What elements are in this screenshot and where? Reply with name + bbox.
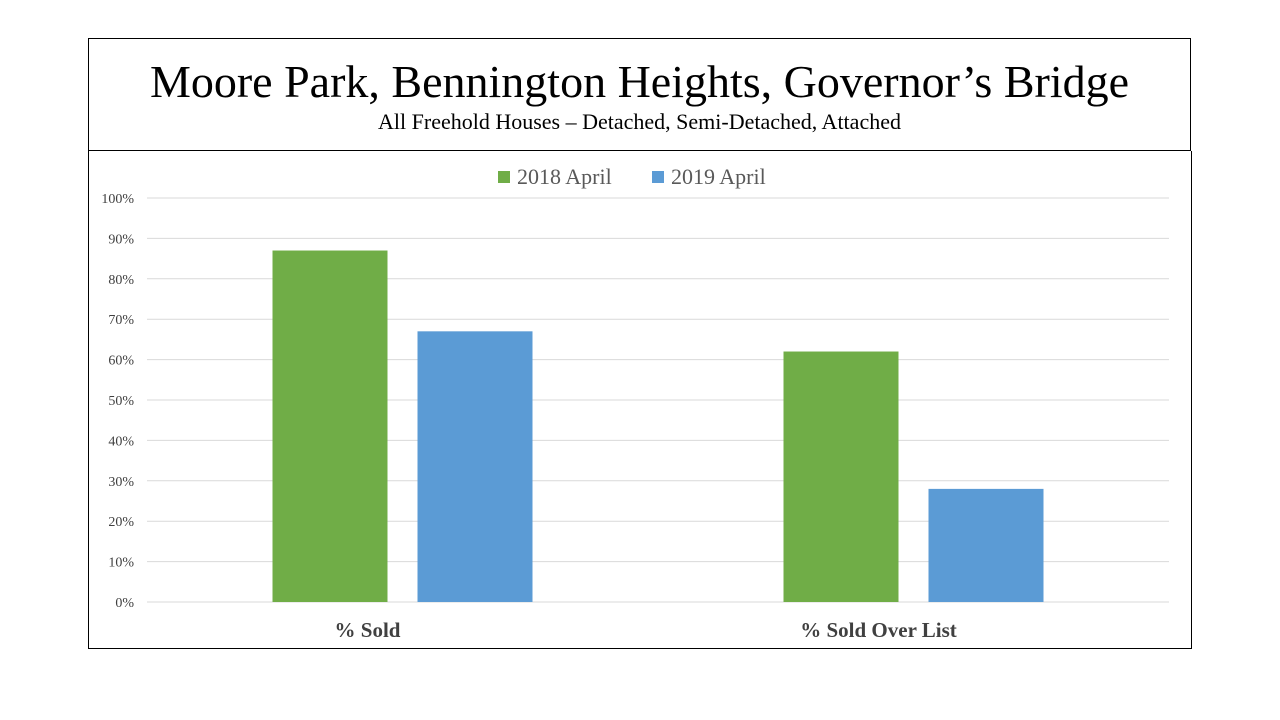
bar-2018-april-1: [272, 250, 388, 602]
legend-label: 2019 April: [671, 164, 766, 189]
title-box: Moore Park, Bennington Heights, Governor…: [88, 38, 1191, 151]
y-tick-label: 40%: [108, 434, 134, 449]
y-tick-label: 10%: [108, 556, 134, 571]
bar-chart: 0% 10% 20% 30% 40% 50% 60% 70% 80% 90% 100% % Sold…: [101, 164, 1169, 642]
bar-2018-april-2: [783, 351, 899, 602]
y-axis-ticks: 0% 10% 20% 30% 40% 50% 60% 70% 80% 90% 100%: [101, 192, 134, 611]
y-tick-label: 30%: [108, 475, 134, 490]
y-tick-label: 70%: [108, 313, 134, 328]
y-tick-label: 60%: [108, 354, 134, 369]
y-tick-label: 50%: [108, 394, 134, 409]
chart-area: 0% 10% 20% 30% 40% 50% 60% 70% 80% 90% 100% % Sold…: [88, 151, 1192, 649]
bar-2019-april-1: [417, 331, 533, 602]
y-tick-label: 100%: [101, 192, 134, 207]
x-category-label: % Sold: [335, 618, 401, 642]
y-tick-label: 90%: [108, 232, 134, 247]
chart-subtitle: All Freehold Houses – Detached, Semi-Det…: [378, 109, 901, 134]
y-tick-label: 80%: [108, 273, 134, 288]
legend: 2018 April 2019 April: [498, 164, 766, 189]
legend-swatch: [652, 171, 664, 183]
x-axis-categories: % Sold % Sold Over List: [335, 618, 957, 642]
bar-2019-april-2: [928, 488, 1044, 602]
y-tick-label: 20%: [108, 515, 134, 530]
bars: [272, 250, 1044, 602]
y-tick-label: 0%: [115, 596, 134, 611]
legend-label: 2018 April: [517, 164, 612, 189]
chart-title: Moore Park, Bennington Heights, Governor…: [149, 56, 1130, 107]
legend-swatch: [498, 171, 510, 183]
x-category-label: % Sold Over List: [800, 618, 957, 642]
